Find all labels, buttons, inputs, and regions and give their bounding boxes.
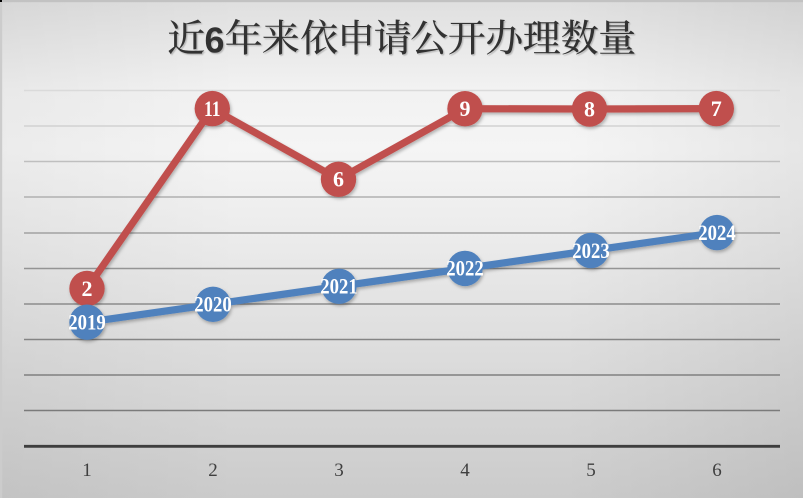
svg-text:2: 2: [208, 460, 218, 481]
svg-text:2019: 2019: [68, 310, 106, 335]
svg-text:4: 4: [460, 460, 470, 481]
svg-text:2024: 2024: [698, 220, 736, 245]
svg-text:5: 5: [586, 460, 596, 481]
svg-text:11: 11: [204, 96, 221, 121]
svg-text:8: 8: [584, 96, 595, 121]
svg-text:2020: 2020: [194, 292, 232, 317]
svg-text:7: 7: [711, 96, 722, 121]
svg-text:3: 3: [334, 460, 344, 481]
svg-text:2022: 2022: [446, 256, 484, 281]
svg-text:2021: 2021: [320, 274, 358, 299]
svg-text:6: 6: [712, 460, 722, 481]
svg-text:2: 2: [82, 276, 93, 301]
svg-text:2023: 2023: [572, 238, 610, 263]
svg-text:1: 1: [82, 460, 92, 481]
svg-text:9: 9: [460, 96, 471, 121]
svg-text:6: 6: [333, 167, 344, 192]
